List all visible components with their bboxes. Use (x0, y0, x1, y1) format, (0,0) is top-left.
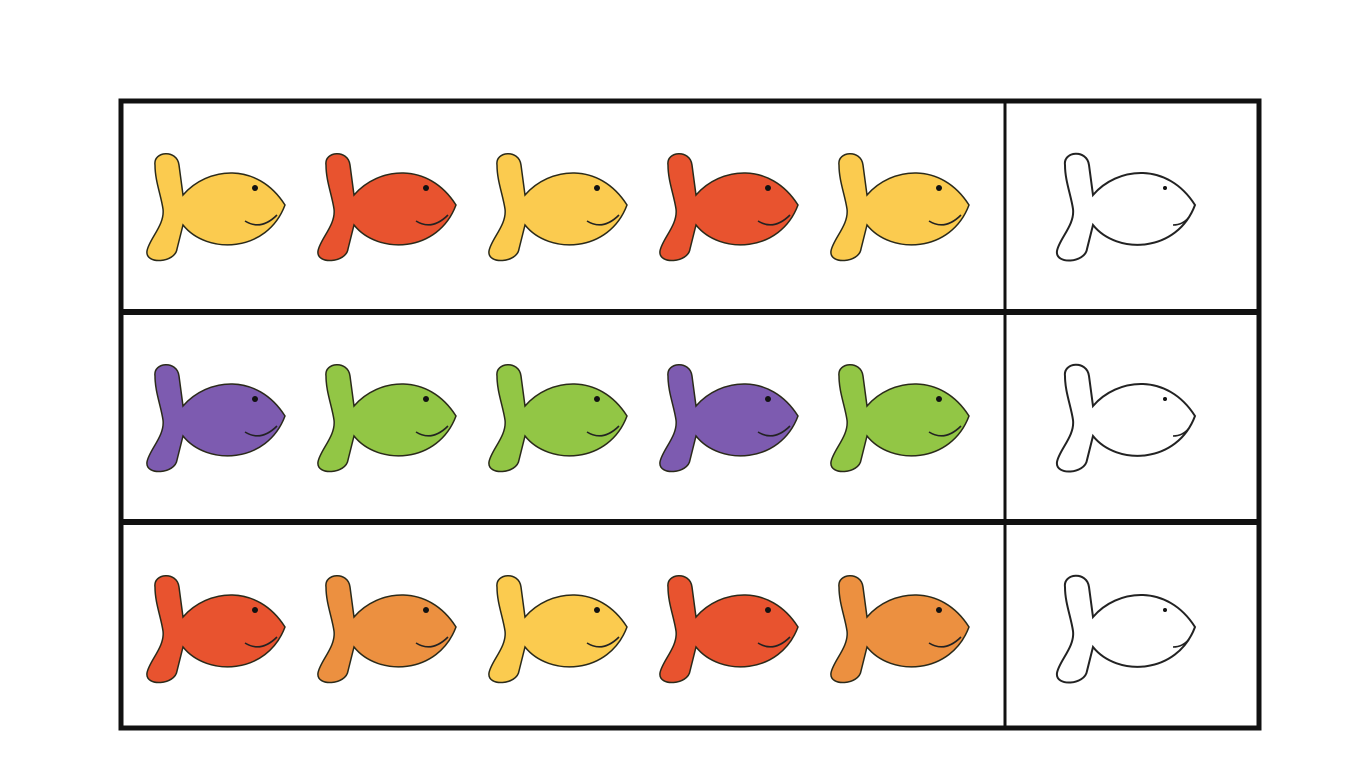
fish-mouth (928, 425, 962, 437)
outer-border (118, 98, 1262, 731)
fish-mouth (757, 214, 791, 226)
pattern-fish-red (317, 152, 457, 262)
pattern-fish-green (317, 363, 457, 473)
fish-body (488, 152, 628, 262)
fish-body (659, 152, 799, 262)
fish-mouth (415, 636, 449, 648)
fish-eye (594, 607, 600, 613)
fish-eye (423, 396, 429, 402)
fish-eye (936, 396, 942, 402)
fish-mouth (244, 425, 278, 437)
fish-body (317, 152, 457, 262)
pattern-fish-purple (659, 363, 799, 473)
fish-mouth (1172, 638, 1190, 648)
fish-eye (594, 396, 600, 402)
fish-body (146, 363, 286, 473)
fish-eye (252, 185, 258, 191)
fish-body (1055, 574, 1196, 684)
fish-eye (252, 607, 258, 613)
fish-body (659, 574, 799, 684)
fish-mouth (757, 636, 791, 648)
answer-fish-outline[interactable] (1055, 152, 1196, 262)
pattern-fish-red (659, 152, 799, 262)
worksheet-grid (118, 98, 1262, 731)
fish-body (317, 574, 457, 684)
pattern-fish-red (146, 574, 286, 684)
fish-body (488, 574, 628, 684)
fish-eye (594, 185, 600, 191)
fish-mouth (586, 214, 620, 226)
fish-eye (765, 185, 771, 191)
fish-mouth (1172, 427, 1190, 437)
fish-eye (423, 185, 429, 191)
pattern-fish-orange (830, 574, 970, 684)
fish-mouth (415, 214, 449, 226)
pattern-fish-yellow (488, 574, 628, 684)
fish-body (488, 363, 628, 473)
pattern-fish-green (488, 363, 628, 473)
pattern-fish-green (830, 363, 970, 473)
pattern-fish-purple (146, 363, 286, 473)
fish-mouth (415, 425, 449, 437)
pattern-fish-yellow (146, 152, 286, 262)
answer-fish-outline[interactable] (1055, 574, 1196, 684)
fish-body (830, 152, 970, 262)
answer-fish-outline[interactable] (1055, 363, 1196, 473)
fish-mouth (244, 636, 278, 648)
fish-body (146, 574, 286, 684)
fish-eye (1163, 186, 1167, 190)
pattern-fish-yellow (830, 152, 970, 262)
fish-mouth (586, 425, 620, 437)
fish-eye (936, 607, 942, 613)
fish-body (659, 363, 799, 473)
fish-eye (423, 607, 429, 613)
fish-eye (1163, 397, 1167, 401)
fish-body (317, 363, 457, 473)
fish-eye (936, 185, 942, 191)
fish-body (1055, 363, 1196, 473)
fish-mouth (757, 425, 791, 437)
fish-mouth (928, 214, 962, 226)
fish-eye (1163, 608, 1167, 612)
fish-mouth (928, 636, 962, 648)
fish-layer (146, 152, 1196, 684)
pattern-fish-red (659, 574, 799, 684)
fish-eye (252, 396, 258, 402)
pattern-fish-yellow (488, 152, 628, 262)
fish-body (1055, 152, 1196, 262)
fish-mouth (1172, 216, 1190, 226)
fish-eye (765, 607, 771, 613)
fish-eye (765, 396, 771, 402)
fish-body (830, 574, 970, 684)
pattern-fish-orange (317, 574, 457, 684)
fish-mouth (586, 636, 620, 648)
fish-body (830, 363, 970, 473)
fish-body (146, 152, 286, 262)
fish-mouth (244, 214, 278, 226)
